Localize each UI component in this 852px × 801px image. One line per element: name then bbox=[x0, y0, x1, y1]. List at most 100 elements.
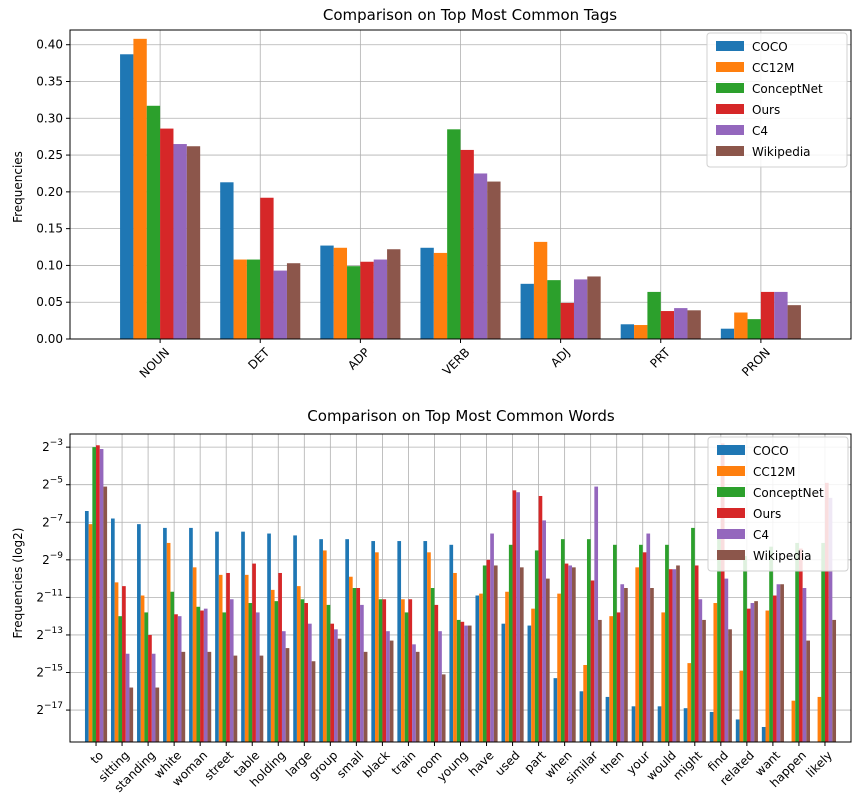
bar bbox=[319, 539, 323, 742]
y-tick-label: 2−5 bbox=[42, 476, 63, 492]
bar bbox=[508, 544, 513, 742]
y-tick-base: 2 bbox=[42, 440, 50, 454]
bar bbox=[215, 531, 219, 742]
bar bbox=[114, 582, 119, 742]
y-tick-base: 2 bbox=[36, 666, 44, 680]
bar bbox=[177, 616, 182, 742]
bar bbox=[311, 661, 316, 742]
bar bbox=[293, 535, 297, 742]
y-tick-label: 0.30 bbox=[36, 111, 63, 125]
bar bbox=[542, 520, 546, 742]
x-tick-label: ADJ bbox=[548, 345, 573, 370]
bar bbox=[487, 181, 501, 339]
bar bbox=[590, 580, 595, 742]
bar bbox=[88, 524, 93, 742]
y-tick-label: 2−15 bbox=[36, 664, 63, 680]
y-tick-label: 0.40 bbox=[36, 38, 63, 52]
bar bbox=[348, 576, 353, 742]
bar bbox=[270, 589, 275, 742]
y-tick-base: 2 bbox=[42, 478, 50, 492]
bar bbox=[594, 486, 599, 742]
bar bbox=[420, 247, 434, 339]
plot-frame bbox=[69, 433, 852, 743]
bar bbox=[360, 261, 374, 339]
legend-label: COCO bbox=[753, 444, 789, 458]
bar bbox=[373, 259, 388, 339]
bar bbox=[776, 584, 781, 742]
y-tick-base: 2 bbox=[42, 515, 50, 529]
y-tick-label: 2−7 bbox=[42, 513, 63, 529]
legend-label: Wikipedia bbox=[753, 549, 812, 563]
legend-label: Ours bbox=[753, 507, 781, 521]
bar bbox=[560, 539, 565, 742]
bar bbox=[676, 565, 680, 742]
bar bbox=[382, 599, 387, 742]
bar bbox=[326, 604, 331, 742]
bar bbox=[475, 595, 480, 742]
bar bbox=[724, 578, 729, 742]
bar bbox=[613, 544, 617, 742]
bar bbox=[125, 653, 130, 742]
words-chart: Comparison on Top Most Common Words Freq… bbox=[11, 407, 852, 795]
bar bbox=[334, 629, 338, 742]
bar bbox=[330, 623, 335, 742]
bar bbox=[300, 599, 305, 742]
bar bbox=[155, 687, 160, 742]
x-tick-label: then bbox=[598, 748, 627, 777]
bar bbox=[572, 567, 576, 742]
x-tick-label: small bbox=[334, 748, 367, 781]
bar bbox=[386, 631, 390, 742]
bar bbox=[634, 325, 648, 339]
bar bbox=[415, 651, 420, 742]
bar bbox=[460, 621, 465, 742]
bar bbox=[441, 674, 446, 742]
bar bbox=[347, 266, 361, 339]
bar bbox=[226, 572, 230, 742]
bar bbox=[533, 241, 548, 339]
bar bbox=[203, 608, 208, 742]
bar bbox=[795, 542, 799, 742]
bar bbox=[587, 276, 601, 339]
bar bbox=[84, 511, 89, 742]
bar bbox=[501, 623, 506, 742]
legend-swatch bbox=[716, 146, 744, 156]
bar bbox=[173, 144, 187, 339]
bar bbox=[639, 544, 643, 742]
bar bbox=[527, 625, 532, 742]
y-tick-label: 2−13 bbox=[36, 626, 63, 642]
bar bbox=[96, 445, 100, 742]
x-tick-label: train bbox=[389, 748, 419, 778]
bar bbox=[438, 631, 442, 742]
bar bbox=[605, 696, 610, 742]
bar bbox=[160, 128, 174, 339]
bar bbox=[196, 606, 201, 742]
bar bbox=[709, 711, 714, 742]
bar bbox=[828, 497, 833, 742]
bar bbox=[802, 588, 807, 742]
bar bbox=[620, 324, 635, 339]
bar bbox=[99, 449, 104, 742]
bar bbox=[674, 308, 688, 339]
bar bbox=[456, 619, 461, 742]
y-tick-exponent: −11 bbox=[44, 588, 63, 598]
bar bbox=[304, 603, 308, 742]
bar bbox=[166, 542, 171, 742]
bar bbox=[564, 563, 569, 742]
bar bbox=[519, 567, 524, 742]
x-ticks: tosittingstandingwhitewomanstreettableho… bbox=[88, 742, 835, 795]
bar bbox=[739, 670, 744, 742]
y-tick-exponent: −13 bbox=[44, 626, 63, 636]
bar bbox=[760, 291, 775, 339]
bar bbox=[170, 591, 175, 742]
y-tick-label: 2−9 bbox=[42, 551, 63, 567]
bar bbox=[146, 105, 161, 340]
y-axis-label: Frequencies (log2) bbox=[11, 528, 25, 639]
y-tick-label: 2−11 bbox=[36, 588, 63, 604]
bar bbox=[378, 599, 383, 742]
bar bbox=[281, 631, 286, 742]
plot-frame bbox=[69, 29, 852, 340]
bar bbox=[650, 588, 654, 742]
bar bbox=[735, 719, 740, 742]
y-tick-label: 2−3 bbox=[42, 438, 63, 454]
